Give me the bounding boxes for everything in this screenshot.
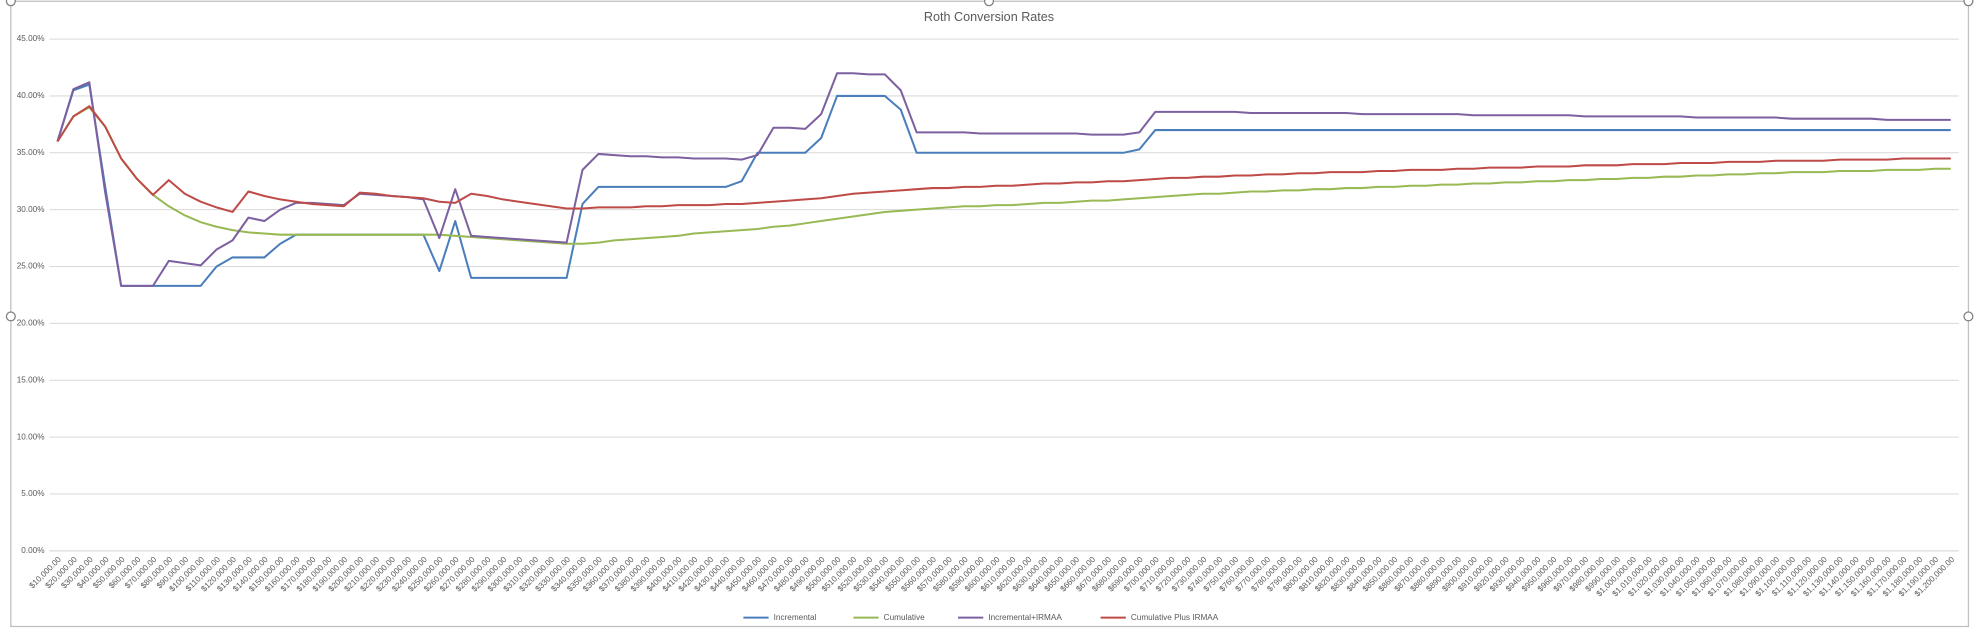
- y-tick-label: 20.00%: [17, 319, 45, 328]
- y-tick-label: 30.00%: [17, 205, 45, 214]
- y-tick-label: 35.00%: [17, 148, 45, 157]
- y-tick-label: 45.00%: [17, 34, 45, 43]
- y-tick-label: 5.00%: [21, 489, 44, 498]
- legend-label: Cumulative: [884, 613, 925, 622]
- y-tick-label: 10.00%: [17, 432, 45, 441]
- y-tick-label: 25.00%: [17, 262, 45, 271]
- series-line: [56, 105, 1951, 213]
- handle: [1963, 0, 1974, 7]
- series-line: [56, 106, 1951, 245]
- y-tick-label: 15.00%: [17, 375, 45, 384]
- legend-label: Incremental: [774, 613, 817, 622]
- chart-title: Roth Conversion Rates: [924, 10, 1054, 24]
- selection-handles: [5, 0, 1974, 322]
- legend-label: Incremental+IRMAA: [988, 613, 1062, 622]
- handle: [5, 311, 16, 322]
- legend-label: Cumulative Plus IRMAA: [1131, 613, 1219, 622]
- chart-frame: [10, 0, 1970, 628]
- y-tick-label: 0.00%: [21, 546, 44, 555]
- handle: [983, 0, 995, 7]
- legend: Incremental Cumulative Incremental+IRMAA Cu…: [743, 613, 1219, 622]
- handle: [5, 0, 16, 7]
- handle: [1963, 311, 1974, 322]
- series-line: [56, 72, 1951, 287]
- y-tick-label: 40.00%: [17, 91, 45, 100]
